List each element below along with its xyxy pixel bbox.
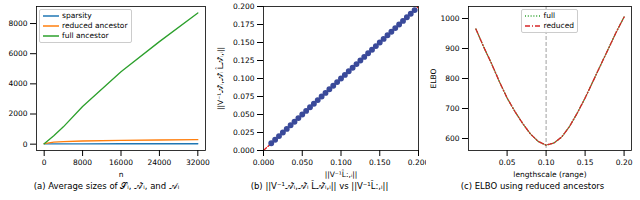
svg-text:8000: 8000 bbox=[73, 158, 92, 167]
svg-text:0.075: 0.075 bbox=[233, 92, 255, 101]
svg-text:0.150: 0.150 bbox=[233, 38, 255, 47]
html-text:full ancestor: full ancestor bbox=[62, 31, 109, 40]
svg-text:32000: 32000 bbox=[186, 158, 210, 167]
svg-text:||V⁻¹L̂:,ᵢ||: ||V⁻¹L̂:,ᵢ|| bbox=[325, 169, 358, 178]
svg-text:0.20: 0.20 bbox=[616, 158, 633, 167]
svg-text:0.000: 0.000 bbox=[253, 158, 275, 167]
svg-text:1000: 1000 bbox=[440, 14, 459, 23]
svg-text:900: 900 bbox=[445, 44, 460, 53]
svg-text:0.10: 0.10 bbox=[538, 158, 555, 167]
html-text:reduced ancestor: reduced ancestor bbox=[62, 21, 128, 30]
svg-text:4000: 4000 bbox=[8, 79, 27, 88]
html-text:(c) ELBO using reduced ancesto: (c) ELBO using reduced ancestors bbox=[460, 181, 605, 191]
svg-text:6000: 6000 bbox=[8, 49, 27, 58]
svg-text:0.150: 0.150 bbox=[369, 158, 391, 167]
svg-text:0.025: 0.025 bbox=[233, 128, 255, 137]
svg-text:16000: 16000 bbox=[109, 158, 133, 167]
svg-text:2000: 2000 bbox=[8, 109, 27, 118]
svg-text:700: 700 bbox=[445, 104, 460, 113]
svg-text:0.15: 0.15 bbox=[577, 158, 594, 167]
html-text:(b) ||V⁻¹𝒜̃ᵢ,𝒜̃ᵢ L̂𝒜̃ᵢ,ᵢ|| vs: (b) ||V⁻¹𝒜̃ᵢ,𝒜̃ᵢ L̂𝒜̃ᵢ,ᵢ|| vs ||V⁻¹L̂:,ᵢ… bbox=[250, 181, 389, 191]
svg-text:0.000: 0.000 bbox=[233, 146, 255, 155]
svg-text:800: 800 bbox=[445, 74, 460, 83]
html-text:reduced: reduced bbox=[543, 21, 574, 30]
svg-text:0.05: 0.05 bbox=[499, 158, 516, 167]
svg-text:0.125: 0.125 bbox=[233, 56, 255, 65]
svg-text:0: 0 bbox=[23, 140, 28, 149]
svg-text:0.050: 0.050 bbox=[233, 110, 255, 119]
svg-text:ELBO: ELBO bbox=[429, 68, 438, 88]
svg-text:0: 0 bbox=[42, 158, 47, 167]
svg-text:||V⁻¹𝒜̃ᵢ,𝒜̃ᵢ L̂𝒜̃ᵢ,ᵢ||: ||V⁻¹𝒜̃ᵢ,𝒜̃ᵢ L̂𝒜̃ᵢ,ᵢ|| bbox=[215, 47, 224, 110]
svg-text:0.050: 0.050 bbox=[292, 158, 314, 167]
svg-text:n: n bbox=[119, 170, 124, 179]
html-text:full: full bbox=[543, 11, 556, 20]
svg-text:0.200: 0.200 bbox=[233, 2, 255, 11]
html-text:(a) Average sizes of 𝒮ᵢ, 𝒜̃ᵢ,: (a) Average sizes of 𝒮ᵢ, 𝒜̃ᵢ, and 𝒜ᵢ bbox=[33, 181, 180, 191]
html-text:sparsity: sparsity bbox=[62, 11, 92, 20]
svg-text:24000: 24000 bbox=[147, 158, 171, 167]
svg-text:0.100: 0.100 bbox=[330, 158, 352, 167]
svg-text:8000: 8000 bbox=[8, 19, 27, 28]
svg-text:0.100: 0.100 bbox=[233, 74, 255, 83]
svg-text:lengthscale (range): lengthscale (range) bbox=[513, 170, 586, 179]
svg-text:0.200: 0.200 bbox=[408, 158, 426, 167]
svg-text:600: 600 bbox=[445, 134, 460, 143]
svg-text:0.175: 0.175 bbox=[233, 20, 255, 29]
